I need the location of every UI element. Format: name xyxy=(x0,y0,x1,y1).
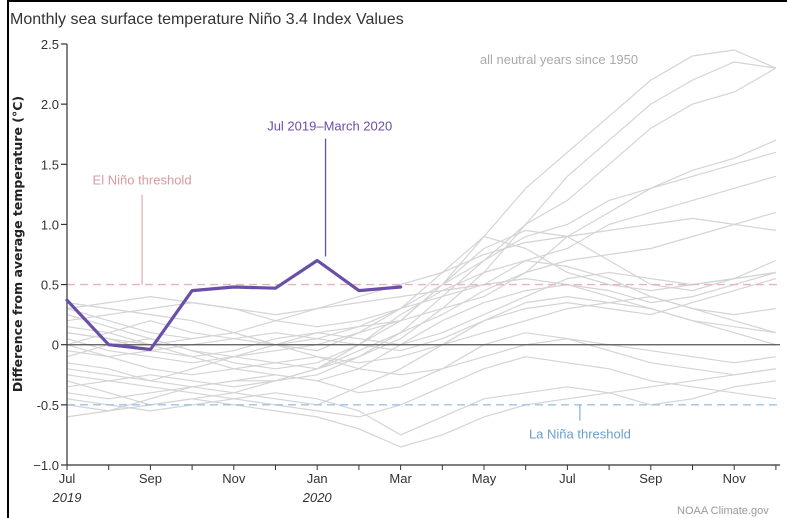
chart-title: Monthly sea surface temperature Niño 3.4… xyxy=(10,11,404,28)
y-tick-label: 0.5 xyxy=(41,278,59,293)
frame-top-border xyxy=(7,0,787,2)
highlight-series-label: Jul 2019–March 2020 xyxy=(267,119,392,134)
neutral-year-series-line xyxy=(66,271,776,358)
el-nino-threshold-label: El Niño threshold xyxy=(93,173,192,188)
neutral-year-series-line xyxy=(66,235,776,364)
y-tick-label: 2.5 xyxy=(41,37,59,52)
neutral-year-series-line xyxy=(66,61,776,370)
x-tick-label: May xyxy=(472,471,497,486)
x-tick-label: Jan xyxy=(307,471,328,486)
y-axis-label: Difference from average temperature (°C) xyxy=(10,96,25,392)
x-tick-label: Sep xyxy=(639,471,662,486)
neutral-year-series-line xyxy=(66,175,777,328)
y-tick-label: 1.0 xyxy=(41,217,59,232)
x-tick-label: Jul xyxy=(59,471,76,486)
la-nina-threshold-label: La Niña threshold xyxy=(529,427,631,442)
neutral-year-series-line xyxy=(66,380,776,436)
neutral-year-series-line xyxy=(66,295,777,412)
neutral-year-series-line xyxy=(66,332,776,394)
neutral-year-series-line xyxy=(66,302,776,376)
neutral-year-series-line xyxy=(66,217,776,340)
neutral-year-series-line xyxy=(66,151,777,382)
y-tick-label: −1.0 xyxy=(33,458,59,473)
x-tick-label: Sep xyxy=(139,471,162,486)
x-tick-label: Jul xyxy=(559,471,576,486)
y-tick-label: 0 xyxy=(52,338,59,353)
x-tick-label: Nov xyxy=(222,471,246,486)
y-tick-label: -0.5 xyxy=(37,398,59,413)
neutral-year-series-line xyxy=(66,368,776,448)
neutral-year-series-line xyxy=(66,356,776,418)
x-tick-label: Nov xyxy=(723,471,747,486)
neutral-years-label: all neutral years since 1950 xyxy=(480,52,638,67)
neutral-year-series-line xyxy=(66,211,777,400)
x-tick-year-label: 2019 xyxy=(52,490,82,505)
credit-text: NOAA Climate.gov xyxy=(677,505,769,517)
neutral-year-series-line xyxy=(66,139,777,346)
neutral-year-series-line xyxy=(66,283,776,382)
highlight-series-line xyxy=(65,258,403,352)
y-tick-label: 2.0 xyxy=(41,97,59,112)
frame-left-border xyxy=(7,0,9,518)
x-tick-year-label: 2020 xyxy=(302,490,333,505)
y-tick-label: 1.5 xyxy=(41,157,59,172)
plot-area: El Niño threshold La Niña threshold −1.0 -0… xyxy=(33,37,780,505)
neutral-year-series-line xyxy=(66,295,777,376)
x-tick-label: Mar xyxy=(389,471,412,486)
